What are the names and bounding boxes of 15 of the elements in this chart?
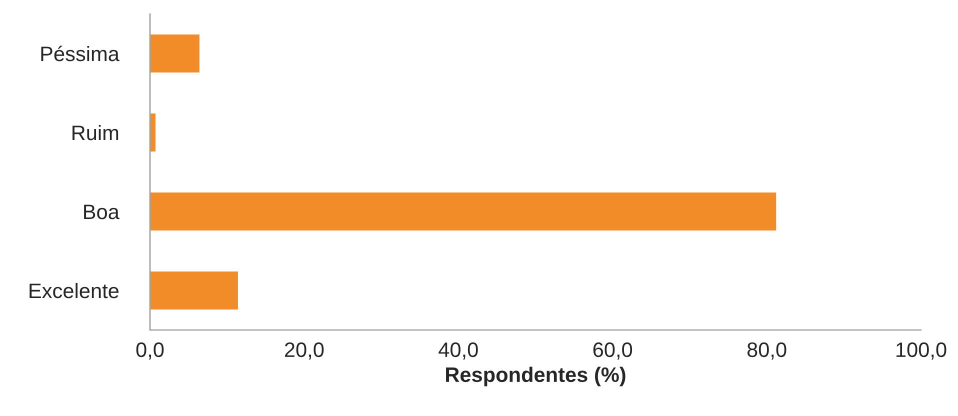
x-tick-label: 40,0 — [438, 342, 478, 360]
y-tick-label: Péssima — [41, 46, 120, 62]
y-tick-label: Boa — [84, 204, 120, 220]
x-tick-label: 20,0 — [284, 342, 324, 360]
x-tick-label: 0,0 — [136, 342, 164, 360]
x-tick-label: 100,0 — [896, 342, 946, 360]
bar — [150, 112, 157, 153]
x-tick-label: 80,0 — [747, 342, 786, 360]
y-tick-label: Excelente — [30, 282, 119, 298]
x-axis-title: Respondentes (%) — [446, 366, 626, 386]
x-tick-label: 60,0 — [593, 342, 632, 360]
bar — [150, 33, 201, 74]
bar — [150, 270, 240, 311]
y-tick-label: Ruim — [72, 124, 118, 140]
bar — [150, 191, 778, 232]
